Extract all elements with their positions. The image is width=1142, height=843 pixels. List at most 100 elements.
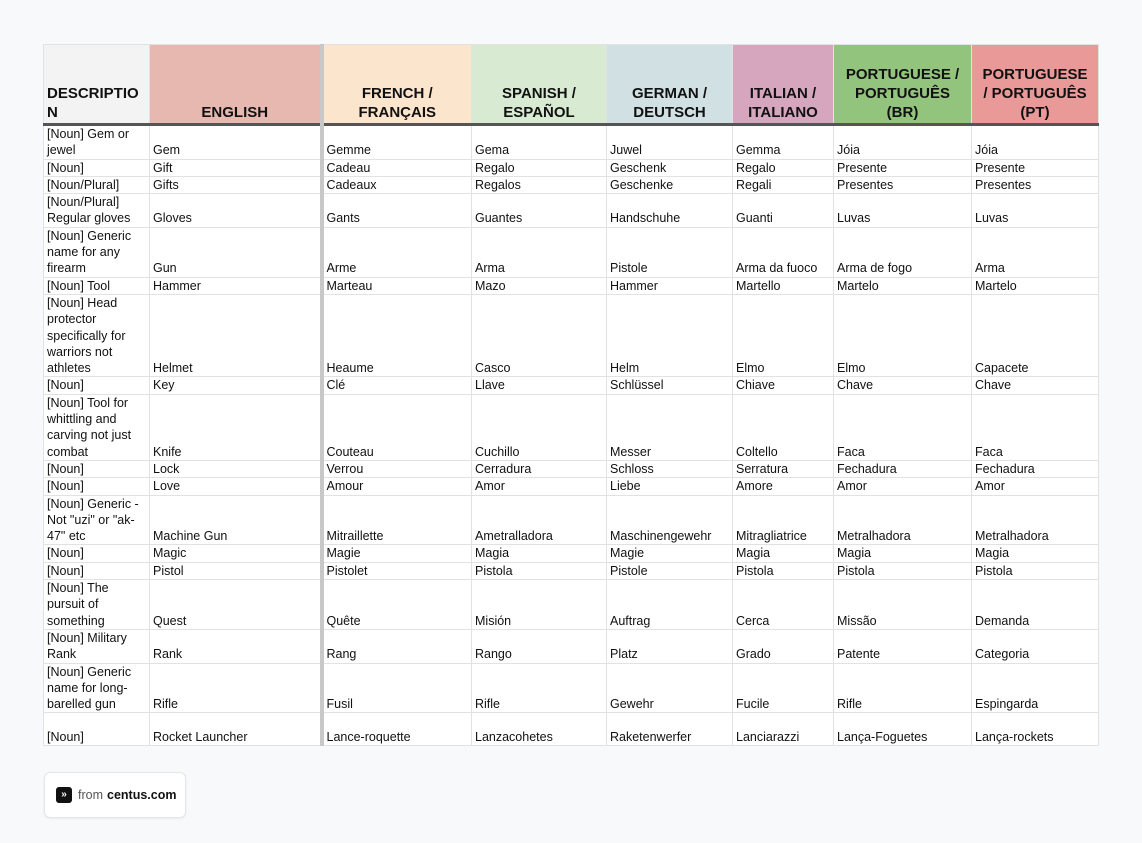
- translation-cell: Rango: [471, 628, 607, 664]
- translation-cell: Lance-roquette: [321, 712, 472, 747]
- translation-cell: Rifle: [149, 662, 324, 714]
- translation-cell: Ametralladora: [471, 494, 607, 546]
- table-row: [Noun] Rocket Launcher Lance-roquette Lanza…: [43, 712, 1099, 747]
- translation-cell: Schloss: [606, 459, 733, 479]
- translation-cell: Luvas: [971, 193, 1099, 228]
- translation-cell: Presente: [833, 158, 972, 177]
- translation-cell: Pistole: [606, 226, 733, 278]
- translation-cell: Chave: [971, 376, 1099, 395]
- translation-cell: Chiave: [732, 376, 834, 395]
- translation-cell: Coltello: [732, 393, 834, 461]
- table-row: [Noun] Tool for whittling and carving no…: [43, 393, 1099, 461]
- table-row: [Noun] The pursuit of something Quest Quêt…: [43, 579, 1099, 630]
- translation-cell: Patente: [833, 628, 972, 664]
- description-cell: [Noun] Tool: [43, 276, 150, 295]
- translation-cell: Cadeaux: [321, 175, 472, 195]
- description-cell: [Noun] Military Rank: [43, 628, 150, 664]
- translation-cell: Magia: [732, 544, 834, 563]
- translation-cell: Handschuhe: [606, 193, 733, 228]
- translation-cell: Rocket Launcher: [149, 712, 324, 747]
- brand-icon: »: [56, 787, 72, 803]
- table-row: [Noun] Generic name for any firearm Gun Ar…: [43, 226, 1099, 278]
- translation-cell: Chave: [833, 376, 972, 395]
- translation-cell: Schlüssel: [606, 376, 733, 395]
- translation-cell: Auftrag: [606, 579, 733, 630]
- translation-cell: Hammer: [149, 276, 324, 295]
- translation-cell: Missão: [833, 579, 972, 630]
- translation-cell: Cerradura: [471, 459, 607, 479]
- translation-cell: Rang: [321, 628, 472, 664]
- description-cell: [Noun] Generic - Not "uzi" or "ak-47" et…: [43, 494, 150, 546]
- description-cell: [Noun]: [43, 544, 150, 563]
- translation-cell: Pistola: [471, 561, 607, 581]
- translation-cell: Helm: [606, 293, 733, 378]
- translation-cell: Cadeau: [321, 158, 472, 177]
- translation-cell: Categoria: [971, 628, 1099, 664]
- translation-cell: Platz: [606, 628, 733, 664]
- translation-cell: Arma de fogo: [833, 226, 972, 278]
- translation-cell: Magia: [971, 544, 1099, 563]
- translation-cell: Presentes: [833, 175, 972, 195]
- translation-cell: Gemma: [732, 124, 834, 160]
- translation-cell: Magie: [321, 544, 472, 563]
- translation-cell: Gema: [471, 124, 607, 160]
- translation-cell: Gun: [149, 226, 324, 278]
- translation-cell: Fechadura: [833, 459, 972, 479]
- translation-cell: Pistola: [971, 561, 1099, 581]
- translation-cell: Magic: [149, 544, 324, 563]
- translation-cell: Quête: [321, 579, 472, 630]
- translation-cell: Jóia: [971, 124, 1099, 160]
- translation-cell: Lança-Foguetes: [833, 712, 972, 747]
- badge-brand: centus.com: [107, 788, 177, 802]
- table-row: [Noun] Love Amour Amor Liebe Amore Amor Amor: [43, 477, 1099, 496]
- source-badge[interactable]: » from centus.com: [44, 772, 186, 818]
- table-row: [Noun/Plural] Regular gloves Gloves Gants G…: [43, 193, 1099, 228]
- translation-cell: Magia: [471, 544, 607, 563]
- translation-cell: Mazo: [471, 276, 607, 295]
- translation-cell: Arme: [321, 226, 472, 278]
- description-cell: [Noun/Plural] Regular gloves: [43, 193, 150, 228]
- translation-cell: Key: [149, 376, 324, 395]
- description-cell: [Noun] Tool for whittling and carving no…: [43, 393, 150, 461]
- translation-cell: Gifts: [149, 175, 324, 195]
- translation-cell: Gift: [149, 158, 324, 177]
- translation-cell: Amor: [971, 477, 1099, 496]
- translation-cell: Regalo: [732, 158, 834, 177]
- table-row: [Noun] Generic name for long-barelled gu…: [43, 662, 1099, 714]
- translation-cell: Grado: [732, 628, 834, 664]
- table-container: DESCRIPTION ENGLISH FRENCH / FRANÇAIS SPANI…: [43, 44, 1099, 747]
- table-row: [Noun] Head protector specifically for w…: [43, 293, 1099, 378]
- translation-cell: Capacete: [971, 293, 1099, 378]
- table-row: [Noun] Magic Magie Magia Magie Magia Magia Magi…: [43, 544, 1099, 563]
- translation-cell: Knife: [149, 393, 324, 461]
- description-cell: [Noun] Gem or jewel: [43, 124, 150, 160]
- translation-cell: Cuchillo: [471, 393, 607, 461]
- translation-cell: Lanzacohetes: [471, 712, 607, 747]
- translation-cell: Geschenk: [606, 158, 733, 177]
- translation-cell: Misión: [471, 579, 607, 630]
- translation-cell: Marteau: [321, 276, 472, 295]
- translation-cell: Mitragliatrice: [732, 494, 834, 546]
- description-cell: [Noun] The pursuit of something: [43, 579, 150, 630]
- translation-cell: Pistol: [149, 561, 324, 581]
- translation-cell: Fusil: [321, 662, 472, 714]
- table-row: [Noun] Tool Hammer Marteau Mazo Hammer Martel…: [43, 276, 1099, 295]
- translation-cell: Gem: [149, 124, 324, 160]
- header-row: DESCRIPTION ENGLISH FRENCH / FRANÇAIS SPANI…: [43, 44, 1099, 126]
- table-row: [Noun/Plural] Gifts Cadeaux Regalos Geschenk…: [43, 175, 1099, 195]
- translation-cell: Regali: [732, 175, 834, 195]
- translation-cell: Rifle: [471, 662, 607, 714]
- translation-cell: Lanciarazzi: [732, 712, 834, 747]
- translation-cell: Presentes: [971, 175, 1099, 195]
- translation-cell: Gewehr: [606, 662, 733, 714]
- column-header: PORTUGUESE / PORTUGUÊS (PT): [971, 44, 1099, 126]
- column-header: ITALIAN / ITALIANO: [732, 44, 834, 126]
- table-row: [Noun] Military Rank Rank Rang Rango Platz Gr…: [43, 628, 1099, 664]
- translation-cell: Faca: [833, 393, 972, 461]
- translation-cell: Couteau: [321, 393, 472, 461]
- description-cell: [Noun]: [43, 158, 150, 177]
- translation-cell: Machine Gun: [149, 494, 324, 546]
- description-cell: [Noun]: [43, 459, 150, 479]
- translation-cell: Espingarda: [971, 662, 1099, 714]
